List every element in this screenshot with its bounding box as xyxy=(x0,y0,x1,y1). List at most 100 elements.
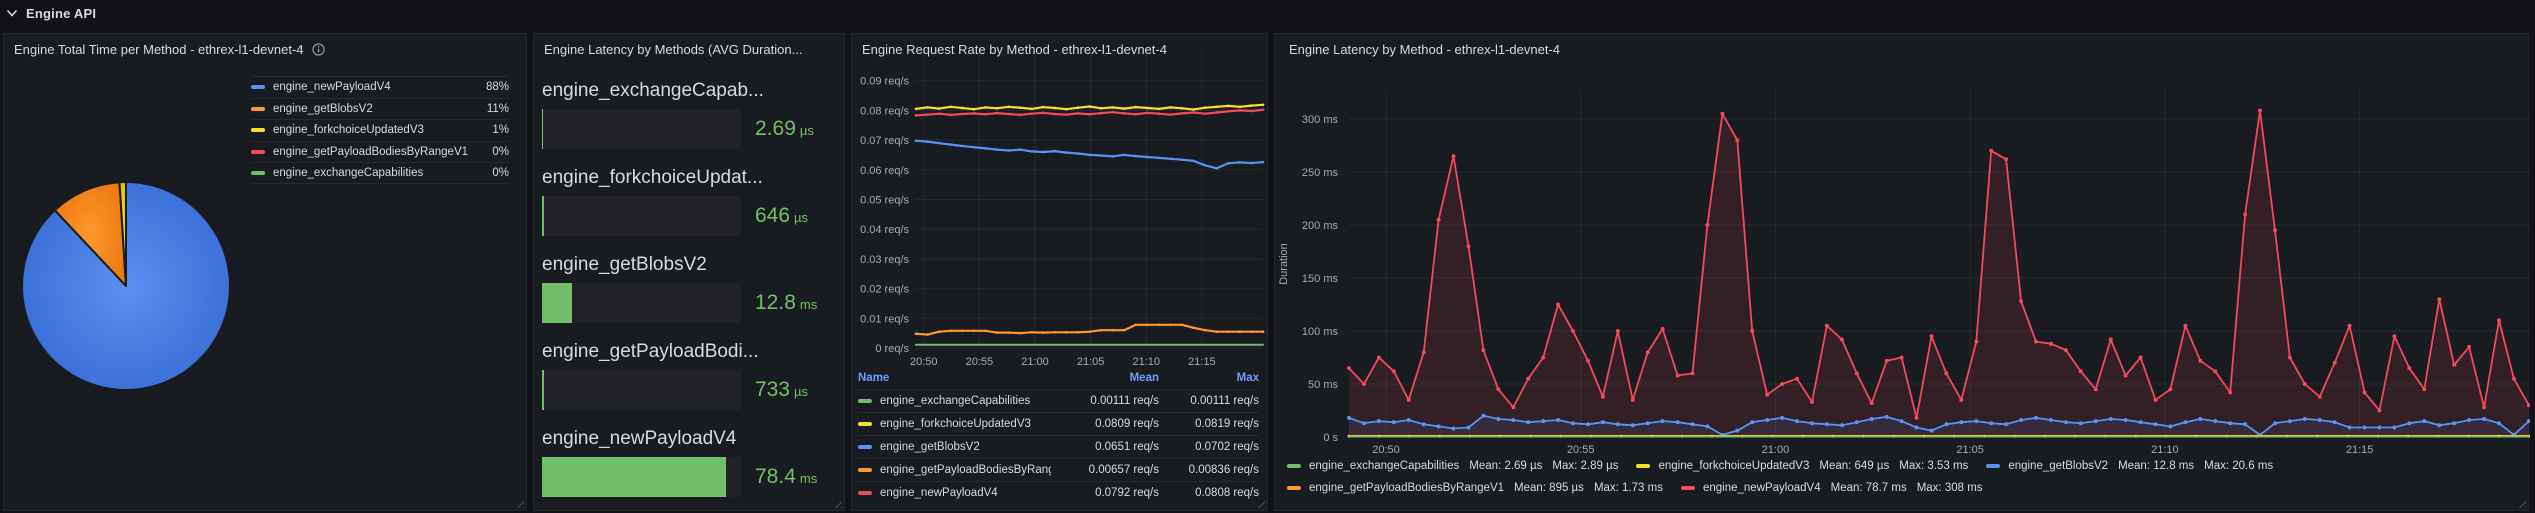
legend-value: 88% xyxy=(485,81,509,94)
timeseries-legend: engine_exchangeCapabilities Mean: 2.69 µ… xyxy=(1287,455,2518,499)
legend-table-row-engine_getBlobsV2[interactable]: engine_getBlobsV2 0.0651 req/s 0.0702 re… xyxy=(858,435,1259,458)
legend-item-engine_newPayloadV4[interactable]: engine_newPayloadV4 Mean: 78.7 ms Max: 3… xyxy=(1680,482,1983,494)
series-dash-icon xyxy=(1287,464,1301,468)
series-name: engine_getPayloadBodiesByRangeV1 xyxy=(1309,482,1505,494)
svg-text:0.09 req/s: 0.09 req/s xyxy=(860,76,909,88)
col-max[interactable]: Max xyxy=(1236,371,1259,384)
pie-chart[interactable] xyxy=(18,178,234,394)
panel-title[interactable]: Engine Latency by Methods (AVG Duration.… xyxy=(544,42,802,57)
gauge-bar[interactable] xyxy=(542,109,741,149)
gauge-engine_exchangeCapab: engine_exchangeCapab... 2.69 µs xyxy=(542,79,836,149)
svg-text:20:50: 20:50 xyxy=(910,356,938,368)
pie-slice-engine_newPayloadV4[interactable] xyxy=(21,181,231,391)
gauge-bar[interactable] xyxy=(542,370,741,410)
legend-table-row-engine_getPayloadBodiesByRangeV1[interactable]: engine_getPayloadBodiesByRangeV1 0.00657… xyxy=(858,458,1259,481)
series-max: Max: 3.53 ms xyxy=(1899,460,1969,472)
svg-text:21:10: 21:10 xyxy=(2151,444,2179,456)
legend-item-engine_forkchoiceUpdatedV3[interactable]: engine_forkchoiceUpdatedV3 Mean: 649 µs … xyxy=(1636,460,1968,472)
series-dash-icon xyxy=(858,399,872,403)
panel-title-text: Engine Request Rate by Method - ethrex-l… xyxy=(862,42,1167,57)
series-dash-icon xyxy=(1287,486,1301,490)
series-name: engine_getBlobsV2 xyxy=(880,441,980,453)
legend-item-engine_getPayloadBodiesByRangeV1[interactable]: engine_getPayloadBodiesByRangeV1 0% xyxy=(251,140,509,163)
series-dash-icon xyxy=(251,106,265,111)
svg-text:50 ms: 50 ms xyxy=(1308,379,1338,391)
svg-text:21:15: 21:15 xyxy=(1188,356,1216,368)
col-name[interactable]: Name xyxy=(858,371,890,384)
gauge-bar[interactable] xyxy=(542,457,741,497)
svg-text:300 ms: 300 ms xyxy=(1302,114,1339,126)
chevron-down-icon[interactable] xyxy=(6,7,18,19)
panel-resize-handle[interactable] xyxy=(514,498,524,508)
gauge-value: 733 µs xyxy=(755,378,809,401)
gauge-value: 2.69 µs xyxy=(755,117,814,140)
series-dash-icon xyxy=(858,445,872,449)
svg-text:150 ms: 150 ms xyxy=(1302,273,1339,285)
svg-text:100 ms: 100 ms xyxy=(1302,326,1339,338)
legend-item-engine_exchangeCapabilities[interactable]: engine_exchangeCapabilities Mean: 2.69 µ… xyxy=(1287,460,1618,472)
series-max: Max: 1.73 ms xyxy=(1593,482,1663,494)
series-mean: 0.0651 req/s xyxy=(1095,441,1159,453)
svg-text:0 s: 0 s xyxy=(1323,432,1338,444)
series-name: engine_exchangeCapabilities xyxy=(1309,460,1460,472)
svg-text:Duration: Duration xyxy=(1278,243,1290,285)
legend-table-row-engine_forkchoiceUpdatedV3[interactable]: engine_forkchoiceUpdatedV3 0.0809 req/s … xyxy=(858,412,1259,435)
series-mean: 0.0792 req/s xyxy=(1095,487,1159,499)
series-dash-icon xyxy=(858,491,872,495)
row-title: Engine API xyxy=(26,5,97,21)
series-dash-icon xyxy=(251,170,265,175)
svg-text:21:05: 21:05 xyxy=(1077,356,1105,368)
series-dash-icon xyxy=(1986,464,2001,468)
gauge-bar-fill xyxy=(542,283,572,323)
legend-item-engine_newPayloadV4[interactable]: engine_newPayloadV4 88% xyxy=(251,76,509,98)
series-mean: Mean: 78.7 ms xyxy=(1830,482,1907,494)
legend-item-engine_getBlobsV2[interactable]: engine_getBlobsV2 Mean: 12.8 ms Max: 20.… xyxy=(1986,460,2273,472)
series-max: Max: 2.89 µs xyxy=(1552,460,1619,472)
legend-item-engine_getPayloadBodiesByRangeV1[interactable]: engine_getPayloadBodiesByRangeV1 Mean: 8… xyxy=(1287,482,1663,494)
series-name: engine_getBlobsV2 xyxy=(2008,460,2109,472)
legend-label: engine_getBlobsV2 xyxy=(273,102,373,115)
gauge-method-label: engine_getBlobsV2 xyxy=(542,254,707,275)
series-name: engine_newPayloadV4 xyxy=(880,487,998,499)
series-mean: 0.00111 req/s xyxy=(1090,395,1159,407)
timeseries-plot[interactable]: 300 ms 250 ms 200 ms 150 ms 100 ms 50 ms 0 s 20… xyxy=(1275,34,2530,512)
svg-text:21:00: 21:00 xyxy=(1021,356,1049,368)
dashboard-row-header[interactable]: Engine API xyxy=(6,0,96,26)
svg-text:21:00: 21:00 xyxy=(1762,444,1790,456)
legend-item-engine_getBlobsV2[interactable]: engine_getBlobsV2 11% xyxy=(251,97,509,120)
pie-slice-engine_forkchoiceUpdatedV3[interactable] xyxy=(118,181,127,287)
panel-title[interactable]: Engine Latency by Method - ethrex-l1-dev… xyxy=(1289,42,1560,57)
series-mean: Mean: 12.8 ms xyxy=(2118,460,2195,472)
gauge-bar[interactable] xyxy=(542,196,741,236)
legend-row-1: engine_exchangeCapabilities Mean: 2.69 µ… xyxy=(1287,455,2518,477)
gauge-engine_getPayloadBodi: engine_getPayloadBodi... 733 µs xyxy=(542,340,836,410)
svg-text:0.06 req/s: 0.06 req/s xyxy=(860,165,909,177)
panel-title[interactable]: Engine Total Time per Method - ethrex-l1… xyxy=(14,42,325,57)
panel-title-text: Engine Latency by Methods (AVG Duration.… xyxy=(544,42,803,57)
panel-resize-handle[interactable] xyxy=(832,498,842,508)
svg-text:20:55: 20:55 xyxy=(1567,444,1595,456)
gauge-bar-fill xyxy=(542,109,543,149)
legend-table-row-engine_newPayloadV4[interactable]: engine_newPayloadV4 0.0792 req/s 0.0808 … xyxy=(858,481,1259,504)
panel-latency-gauges: Engine Latency by Methods (AVG Duration.… xyxy=(533,33,845,511)
gauge-bar[interactable] xyxy=(542,283,741,323)
panel-title-text: Engine Latency by Method - ethrex-l1-dev… xyxy=(1289,42,1560,57)
series-max: 0.0702 req/s xyxy=(1195,441,1259,453)
info-circle-icon[interactable] xyxy=(311,43,325,56)
legend-table-row-engine_exchangeCapabilities[interactable]: engine_exchangeCapabilities 0.00111 req/… xyxy=(858,389,1259,412)
legend-item-engine_exchangeCapabilities[interactable]: engine_exchangeCapabilities 0% xyxy=(251,162,509,184)
pie-slice-engine_getBlobsV2[interactable] xyxy=(53,181,127,287)
legend-value: 11% xyxy=(486,102,509,115)
panel-title[interactable]: Engine Request Rate by Method - ethrex-l… xyxy=(862,42,1167,57)
svg-text:21:05: 21:05 xyxy=(1956,444,1984,456)
panel-resize-handle[interactable] xyxy=(1255,498,1265,508)
gauge-method-label: engine_forkchoiceUpdat... xyxy=(542,167,763,188)
timeseries-plot[interactable]: 0.09 req/s 0.08 req/s 0.07 req/s 0.06 req/s… xyxy=(852,34,1269,512)
col-mean[interactable]: Mean xyxy=(1129,371,1159,384)
series-dash-icon xyxy=(1680,486,1695,490)
panel-resize-handle[interactable] xyxy=(2516,498,2526,508)
series-mean: Mean: 895 µs xyxy=(1514,482,1584,494)
gauge-bar-fill xyxy=(542,196,544,236)
legend-item-engine_forkchoiceUpdatedV3[interactable]: engine_forkchoiceUpdatedV3 1% xyxy=(251,119,509,141)
series-dash-icon xyxy=(251,85,265,90)
